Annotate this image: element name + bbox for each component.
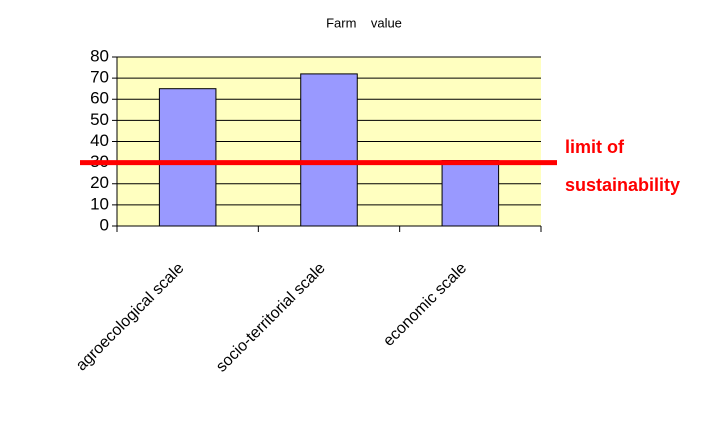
y-tick-label: 60: [90, 89, 109, 108]
y-tick-label: 10: [90, 194, 109, 213]
bar: [441, 160, 500, 227]
bar: [300, 73, 358, 227]
y-tick-label: 80: [90, 46, 109, 65]
y-tick-label: 50: [90, 110, 109, 129]
bar: [158, 88, 217, 227]
annotation-text: sustainability: [565, 175, 680, 195]
y-tick-label: 20: [90, 173, 109, 192]
y-tick-label: 0: [100, 215, 109, 234]
chart-title: Farm value: [326, 15, 402, 30]
annotation-text: limit of: [565, 137, 625, 157]
x-tick-label: socio-territorial scale: [213, 260, 329, 376]
y-tick-label: 70: [90, 68, 109, 87]
y-tick-label: 40: [90, 131, 109, 150]
x-tick-label: economic scale: [380, 260, 470, 350]
x-tick-label: agroecological scale: [73, 260, 188, 375]
